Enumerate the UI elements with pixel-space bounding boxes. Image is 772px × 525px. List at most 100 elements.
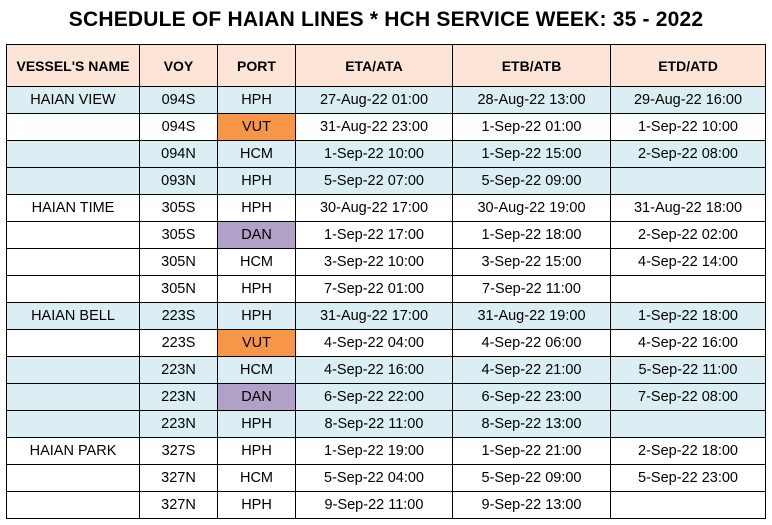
- eta-cell: 6-Sep-22 22:00: [295, 383, 453, 411]
- vessel-name-cell: [6, 356, 140, 384]
- vessel-name-cell: HAIAN VIEW: [6, 86, 140, 114]
- voy-cell: 223N: [139, 356, 218, 384]
- eta-cell: 30-Aug-22 17:00: [295, 194, 453, 222]
- table-row: 305N HCM 3-Sep-22 10:00 3-Sep-22 15:00 4…: [6, 248, 766, 276]
- etd-cell: [610, 167, 766, 195]
- etb-cell: 1-Sep-22 15:00: [452, 140, 611, 168]
- port-cell: VUT: [217, 113, 296, 141]
- table-row: HAIAN VIEW 094S HPH 27-Aug-22 01:00 28-A…: [6, 86, 766, 114]
- port-cell: DAN: [217, 383, 296, 411]
- voy-cell: 094S: [139, 113, 218, 141]
- etd-cell: 29-Aug-22 16:00: [610, 86, 766, 114]
- eta-cell: 7-Sep-22 01:00: [295, 275, 453, 303]
- port-cell: HPH: [217, 86, 296, 114]
- eta-cell: 9-Sep-22 11:00: [295, 491, 453, 519]
- voy-cell: 305S: [139, 194, 218, 222]
- vessel-name-cell: HAIAN BELL: [6, 302, 140, 330]
- voy-cell: 327N: [139, 491, 218, 519]
- etd-cell: 5-Sep-22 11:00: [610, 356, 766, 384]
- etb-cell: 6-Sep-22 23:00: [452, 383, 611, 411]
- etd-cell: 2-Sep-22 08:00: [610, 140, 766, 168]
- eta-cell: 1-Sep-22 19:00: [295, 437, 453, 465]
- etb-cell: 5-Sep-22 09:00: [452, 167, 611, 195]
- vessel-name-cell: [6, 410, 140, 438]
- port-cell: HPH: [217, 194, 296, 222]
- eta-cell: 27-Aug-22 01:00: [295, 86, 453, 114]
- table-row: 305S DAN 1-Sep-22 17:00 1-Sep-22 18:00 2…: [6, 221, 766, 249]
- etb-cell: 1-Sep-22 21:00: [452, 437, 611, 465]
- etd-cell: 4-Sep-22 16:00: [610, 329, 766, 357]
- port-cell: DAN: [217, 221, 296, 249]
- etb-cell: 8-Sep-22 13:00: [452, 410, 611, 438]
- table-row: 094S VUT 31-Aug-22 23:00 1-Sep-22 01:00 …: [6, 113, 766, 141]
- vessel-name-cell: [6, 140, 140, 168]
- eta-cell: 4-Sep-22 16:00: [295, 356, 453, 384]
- table-row: HAIAN BELL 223S HPH 31-Aug-22 17:00 31-A…: [6, 302, 766, 330]
- column-header-etb-atb: ETB/ATB: [452, 44, 611, 87]
- column-header-voy: VOY: [139, 44, 218, 87]
- port-cell: HPH: [217, 275, 296, 303]
- etd-cell: 2-Sep-22 18:00: [610, 437, 766, 465]
- table-row: HAIAN TIME 305S HPH 30-Aug-22 17:00 30-A…: [6, 194, 766, 222]
- vessel-name-cell: [6, 167, 140, 195]
- table-row: 305N HPH 7-Sep-22 01:00 7-Sep-22 11:00: [6, 275, 766, 303]
- etd-cell: 5-Sep-22 23:00: [610, 464, 766, 492]
- vessel-name-cell: [6, 464, 140, 492]
- vessel-name-cell: [6, 491, 140, 519]
- vessel-name-cell: [6, 329, 140, 357]
- eta-cell: 4-Sep-22 04:00: [295, 329, 453, 357]
- port-cell: HPH: [217, 302, 296, 330]
- voy-cell: 093N: [139, 167, 218, 195]
- etb-cell: 31-Aug-22 19:00: [452, 302, 611, 330]
- eta-cell: 5-Sep-22 04:00: [295, 464, 453, 492]
- etd-cell: 1-Sep-22 18:00: [610, 302, 766, 330]
- column-header-port: PORT: [217, 44, 296, 87]
- table-row: 223S VUT 4-Sep-22 04:00 4-Sep-22 06:00 4…: [6, 329, 766, 357]
- port-cell: HCM: [217, 356, 296, 384]
- etb-cell: 1-Sep-22 01:00: [452, 113, 611, 141]
- etd-cell: [610, 410, 766, 438]
- port-cell: HCM: [217, 248, 296, 276]
- table-row: 223N HPH 8-Sep-22 11:00 8-Sep-22 13:00: [6, 410, 766, 438]
- vessel-name-cell: [6, 383, 140, 411]
- vessel-name-cell: HAIAN TIME: [6, 194, 140, 222]
- vessel-name-cell: [6, 221, 140, 249]
- page-title: SCHEDULE OF HAIAN LINES * HCH SERVICE WE…: [68, 8, 704, 31]
- eta-cell: 1-Sep-22 17:00: [295, 221, 453, 249]
- column-header-vessel-name: VESSEL'S NAME: [6, 44, 140, 87]
- port-cell: HPH: [217, 491, 296, 519]
- etd-cell: [610, 275, 766, 303]
- etb-cell: 9-Sep-22 13:00: [452, 491, 611, 519]
- table-row: 223N DAN 6-Sep-22 22:00 6-Sep-22 23:00 7…: [6, 383, 766, 411]
- vessel-name-cell: [6, 113, 140, 141]
- etd-cell: [610, 491, 766, 519]
- voy-cell: 327S: [139, 437, 218, 465]
- etd-cell: 1-Sep-22 10:00: [610, 113, 766, 141]
- column-header-etd-atd: ETD/ATD: [610, 44, 766, 87]
- eta-cell: 3-Sep-22 10:00: [295, 248, 453, 276]
- voy-cell: 223N: [139, 383, 218, 411]
- port-cell: HPH: [217, 437, 296, 465]
- table-row: 327N HPH 9-Sep-22 11:00 9-Sep-22 13:00: [6, 491, 766, 519]
- schedule-table: VESSEL'S NAME VOY PORT ETA/ATA ETB/ATB E…: [6, 44, 766, 519]
- voy-cell: 094N: [139, 140, 218, 168]
- header-row: VESSEL'S NAME VOY PORT ETA/ATA ETB/ATB E…: [6, 44, 766, 87]
- etb-cell: 30-Aug-22 19:00: [452, 194, 611, 222]
- table-row: 094N HCM 1-Sep-22 10:00 1-Sep-22 15:00 2…: [6, 140, 766, 168]
- port-cell: HCM: [217, 464, 296, 492]
- etb-cell: 3-Sep-22 15:00: [452, 248, 611, 276]
- voy-cell: 305N: [139, 248, 218, 276]
- etd-cell: 31-Aug-22 18:00: [610, 194, 766, 222]
- etd-cell: 4-Sep-22 14:00: [610, 248, 766, 276]
- etb-cell: 1-Sep-22 18:00: [452, 221, 611, 249]
- voy-cell: 094S: [139, 86, 218, 114]
- eta-cell: 5-Sep-22 07:00: [295, 167, 453, 195]
- voy-cell: 327N: [139, 464, 218, 492]
- voy-cell: 223S: [139, 329, 218, 357]
- eta-cell: 31-Aug-22 17:00: [295, 302, 453, 330]
- etb-cell: 28-Aug-22 13:00: [452, 86, 611, 114]
- voy-cell: 305N: [139, 275, 218, 303]
- table-row: 093N HPH 5-Sep-22 07:00 5-Sep-22 09:00: [6, 167, 766, 195]
- port-cell: HPH: [217, 167, 296, 195]
- eta-cell: 8-Sep-22 11:00: [295, 410, 453, 438]
